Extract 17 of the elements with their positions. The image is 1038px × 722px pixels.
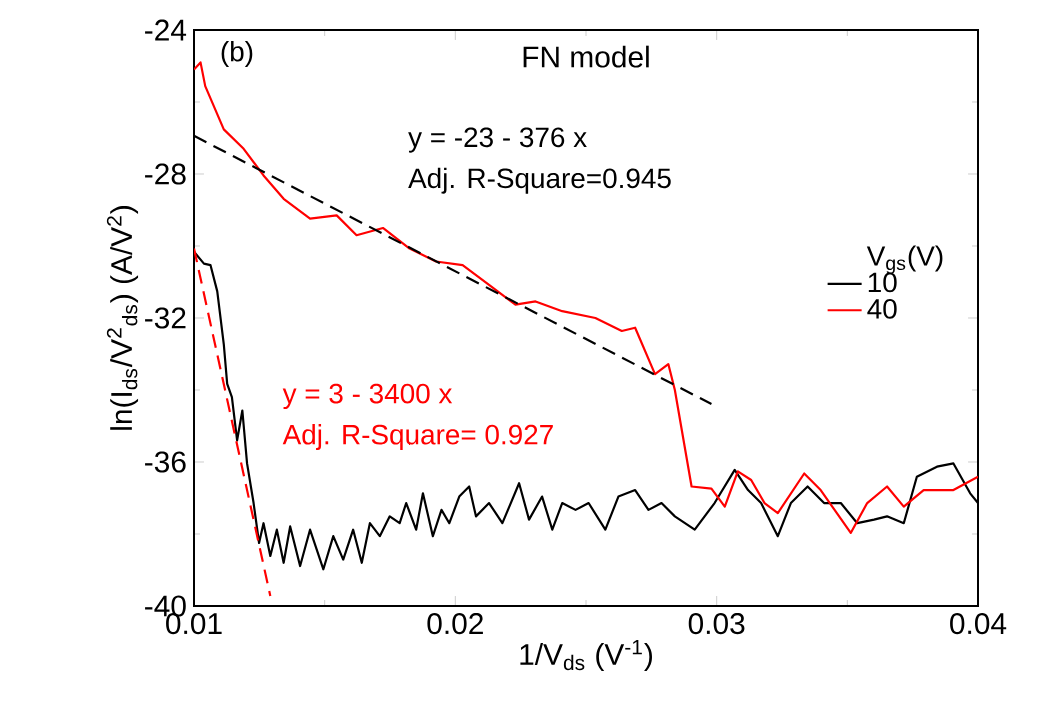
x-axis-title: 1/V$_{ds}$ (V$^{-1}$) xyxy=(520,639,652,671)
legend-label: 10 xyxy=(868,272,897,293)
x-tick-label: 0.02 xyxy=(427,613,483,635)
legend-label: 40 xyxy=(867,299,897,319)
annotation: y = -23 - 376 x xyxy=(408,127,587,153)
y-tick-label: -28 xyxy=(145,163,186,185)
chart-title: FN model xyxy=(523,45,649,68)
annotation: y = 3 - 3400 x xyxy=(282,383,453,410)
annotation: Adj. R-Square= 0.927 xyxy=(282,424,553,451)
y-tick-label: -36 xyxy=(145,451,186,473)
annotation: Adj. R-Square=0.945 xyxy=(408,167,671,194)
x-tick-label: 0.03 xyxy=(688,613,745,635)
annotation: (b) xyxy=(221,41,253,68)
x-tick-label: 0.04 xyxy=(950,613,1007,635)
y-axis-title: ln(I$_{ds}$/V$^{2}$$_{ds}$) (A/V$^{2}$) xyxy=(106,206,139,430)
y-tick-label: -32 xyxy=(145,307,186,329)
y-tick-label: -24 xyxy=(145,19,187,41)
